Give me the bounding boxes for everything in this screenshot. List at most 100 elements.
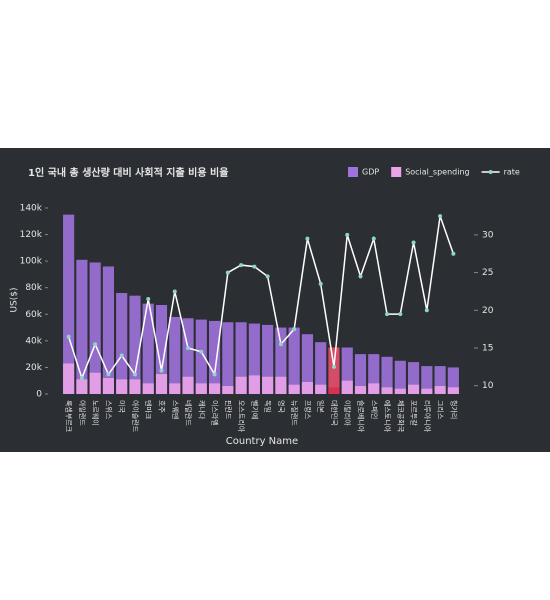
y-tick-label: 80k	[25, 283, 42, 293]
line-marker	[398, 312, 403, 317]
bar	[235, 322, 247, 394]
bar	[407, 384, 420, 394]
y-tick-label: 60k	[25, 310, 42, 320]
bar	[447, 367, 459, 394]
bar	[288, 327, 300, 394]
y-axis-label: US($)	[10, 287, 20, 312]
x-tick-label: 슬로베니아	[357, 400, 366, 433]
bar	[155, 304, 168, 394]
bar	[142, 303, 154, 394]
line-marker	[132, 372, 137, 377]
line-marker	[106, 372, 111, 377]
x-tick-label: 프랑스	[303, 400, 311, 420]
y-tick-label: 40k	[25, 336, 42, 346]
bar	[421, 388, 433, 394]
bar	[195, 319, 207, 394]
y2-tick-label: 30	[482, 230, 494, 240]
line-marker	[265, 274, 270, 279]
x-tick-label: 오스트리아	[237, 400, 246, 433]
bar	[76, 379, 88, 394]
bar	[354, 386, 367, 394]
bar	[262, 324, 274, 394]
x-tick-label: 독일	[264, 400, 273, 413]
legend-label: GDP	[362, 168, 379, 177]
bar	[89, 262, 101, 394]
x-tick-label: 스위스	[104, 400, 112, 420]
x-tick-label: 덴마크	[144, 400, 153, 420]
line-marker	[451, 251, 456, 256]
bar	[169, 316, 181, 394]
line-marker	[252, 264, 257, 269]
x-tick-label: 이스라엘	[211, 400, 220, 426]
line	[67, 215, 455, 381]
bar	[275, 376, 287, 394]
bar	[262, 376, 274, 394]
bar	[89, 372, 101, 394]
bar	[394, 360, 406, 394]
x-tick-label: 그리스	[436, 400, 445, 420]
line-marker	[119, 353, 124, 358]
line-marker	[239, 263, 244, 268]
bar	[129, 295, 141, 394]
bar	[407, 362, 420, 394]
bar	[434, 386, 446, 394]
x-tick-label: 리투아니아	[423, 400, 432, 433]
bar	[301, 382, 314, 394]
bar	[381, 387, 393, 394]
x-tick-label: 에스토니아	[383, 400, 392, 433]
bar	[394, 388, 406, 394]
bar	[235, 376, 247, 394]
y2-tick-label: 20	[482, 306, 494, 316]
line-marker	[305, 236, 310, 241]
y-tick-label: 120k	[20, 230, 43, 240]
x-tick-label: 스페인	[370, 400, 379, 419]
bar	[102, 378, 115, 394]
bar	[421, 366, 433, 394]
x-tick-label: 대한민국	[330, 400, 339, 426]
line-marker	[331, 364, 336, 369]
line-marker	[146, 297, 151, 301]
legend-swatch	[348, 167, 358, 177]
bar	[248, 323, 260, 394]
x-tick-label: 핀란드	[224, 400, 233, 420]
bar	[434, 366, 446, 394]
bar	[447, 387, 459, 394]
bar	[195, 383, 207, 394]
x-tick-label: 일본	[317, 400, 326, 413]
line-marker	[345, 232, 350, 237]
bar	[341, 347, 353, 394]
line-marker	[424, 308, 429, 313]
x-tick-label: 미국	[118, 400, 127, 413]
line-marker	[172, 289, 177, 294]
bar	[76, 259, 88, 394]
line-marker	[278, 342, 283, 347]
x-tick-label: 이탈리아	[343, 400, 352, 426]
x-tick-label: 노르웨이	[91, 400, 100, 426]
line-marker	[199, 349, 204, 354]
line-marker	[385, 312, 390, 317]
bar	[248, 375, 260, 394]
bar	[328, 387, 340, 394]
x-axis-label: Country Name	[226, 436, 298, 447]
bar	[315, 384, 327, 394]
x-tick-label: 캐나다	[197, 400, 206, 420]
y2-tick-label: 10	[482, 381, 494, 391]
y-tick-label: 0	[36, 390, 42, 400]
x-tick-label: 네덜란드	[184, 400, 193, 426]
x-tick-label: 룩셈부르크	[65, 400, 74, 433]
legend-label: rate	[504, 168, 520, 177]
line-marker	[371, 236, 376, 241]
bar	[155, 374, 168, 394]
line-marker	[66, 334, 71, 339]
line-marker	[212, 372, 217, 377]
bar	[381, 356, 393, 394]
bar	[169, 383, 181, 394]
x-tick-label: 포르투갈	[410, 400, 418, 426]
x-tick-label: 아이슬란드	[131, 400, 140, 433]
bar	[354, 354, 367, 394]
line-marker	[186, 346, 191, 351]
legend-label: Social_spending	[405, 168, 469, 177]
x-tick-label: 아일랜드	[78, 400, 87, 426]
